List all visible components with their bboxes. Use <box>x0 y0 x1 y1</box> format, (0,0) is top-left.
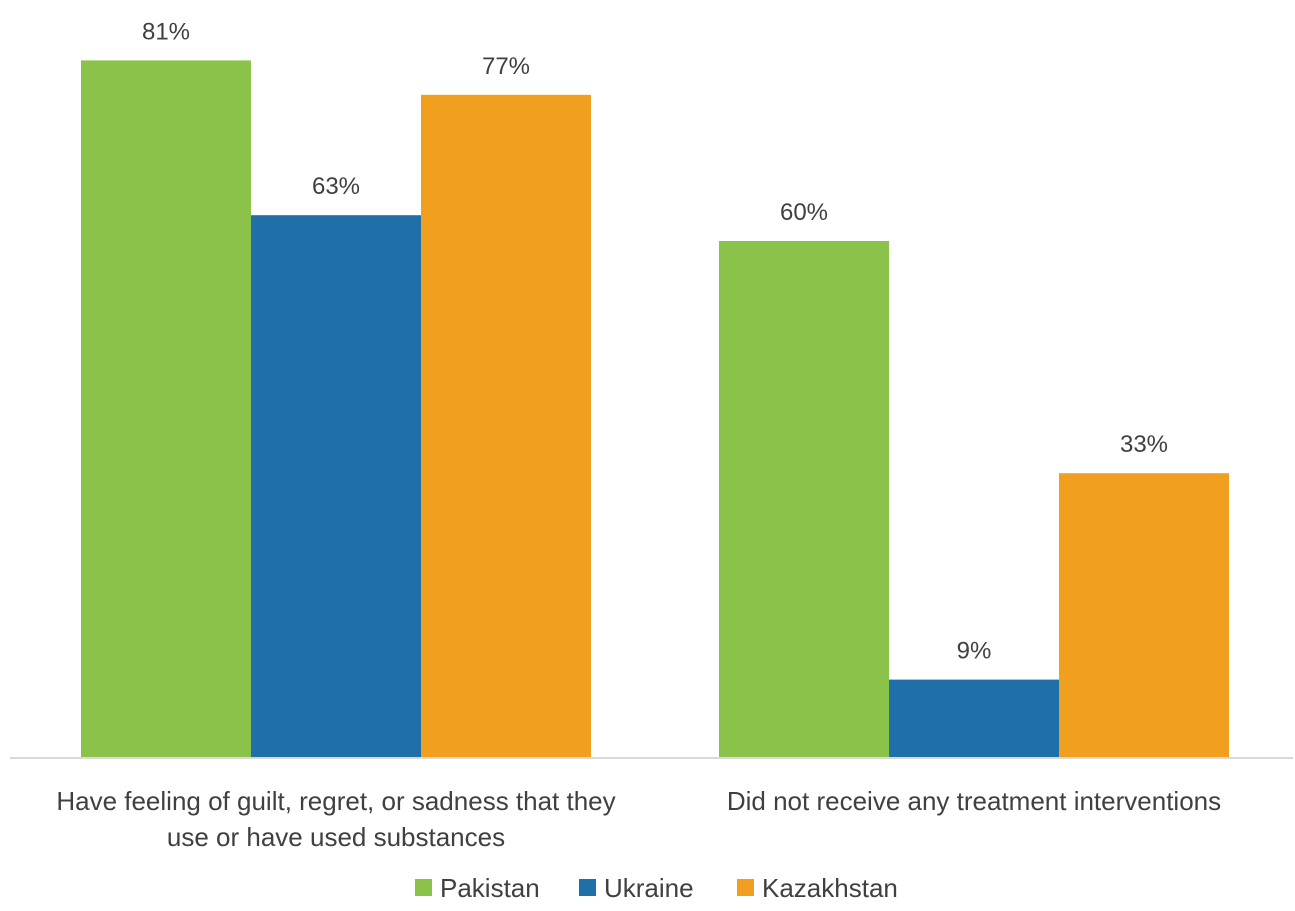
legend: Pakistan Ukraine Kazakhstan <box>415 873 898 903</box>
data-labels-group: 81% 63% 77% 60% 9% 33% <box>142 18 1168 664</box>
data-label-pakistan-1: 60% <box>780 199 828 226</box>
category-label-0-line-0: Have feeling of guilt, regret, or sadnes… <box>56 786 615 816</box>
legend-swatch-kazakhstan <box>737 879 754 896</box>
bar-pakistan-1 <box>719 241 889 757</box>
bar-ukraine-1 <box>889 679 1059 757</box>
bar-kazakhstan-1 <box>1059 473 1229 757</box>
data-label-ukraine-0: 63% <box>312 173 360 200</box>
legend-label-pakistan: Pakistan <box>440 873 540 903</box>
legend-label-kazakhstan: Kazakhstan <box>762 873 898 903</box>
data-label-ukraine-1: 9% <box>957 638 992 665</box>
bar-ukraine-0 <box>251 215 421 757</box>
data-label-kazakhstan-0: 77% <box>482 53 530 80</box>
legend-swatch-pakistan <box>415 879 432 896</box>
category-label-0-line-1: use or have used substances <box>167 822 505 852</box>
data-label-pakistan-0: 81% <box>142 18 190 45</box>
bar-pakistan-0 <box>81 60 251 757</box>
bars-group <box>81 60 1229 758</box>
category-labels-group: Have feeling of guilt, regret, or sadnes… <box>56 786 1221 852</box>
legend-swatch-ukraine <box>579 879 596 896</box>
category-label-1-line-0: Did not receive any treatment interventi… <box>727 786 1221 816</box>
bar-kazakhstan-0 <box>421 94 591 758</box>
legend-label-ukraine: Ukraine <box>604 873 694 903</box>
data-label-kazakhstan-1: 33% <box>1120 431 1168 458</box>
